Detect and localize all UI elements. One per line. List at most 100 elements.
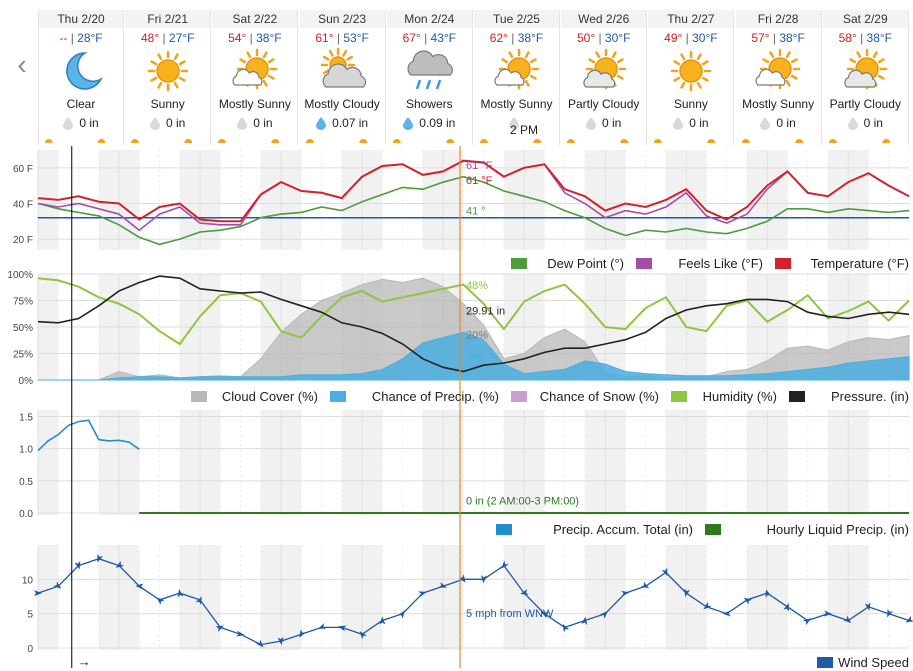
low-temp: 38°F: [866, 31, 893, 45]
day-forecast-3[interactable]: Sat 2/22 54° | 38°F Mostly Sunny 0 in: [212, 10, 299, 145]
precip-amount: 0 in: [125, 116, 210, 131]
low-temp: 30°F: [692, 31, 718, 45]
condition-label: Showers: [405, 97, 453, 111]
legend-swatch-temp: [775, 258, 791, 269]
condition-label: Mostly Sunny: [218, 97, 291, 111]
sunrise-sunset-icons: [392, 139, 455, 143]
daily-forecast-strip: Thu 2/20 -- | 28°F Clear 0 in Fri 2/21 48° | …: [38, 10, 910, 145]
day-forecast-8[interactable]: Thu 2/27 49° | 30°F Sunny 0 in: [648, 10, 735, 145]
condition-label: Clear: [66, 97, 96, 111]
day-name: Tue 2/25: [474, 10, 559, 28]
legend-label-wind: Wind Speed: [838, 655, 909, 670]
wind-direction-arrow: [299, 629, 306, 638]
series-humidity-line: [37, 277, 910, 346]
day-temps: 50° | 30°F: [576, 31, 631, 45]
now-arrow-icon: →: [78, 654, 91, 669]
cursor-precip-chance-label: 0%: [466, 353, 482, 365]
gray-drop-icon: [760, 117, 771, 131]
cursor-dew-point-label: 41 °: [466, 205, 486, 217]
cursor-wind-label: 5 mph from WNW: [466, 608, 554, 620]
y-tick-label: 75%: [13, 297, 33, 308]
precip-value: 0 in: [776, 116, 796, 130]
legend-swatch-temp: [636, 258, 652, 269]
high-temp: 49°: [664, 31, 683, 45]
mostly-cloudy-icon: [320, 47, 367, 88]
sunrise-sunset-icons: [44, 139, 106, 143]
sunrise-sunset-icons: [218, 139, 280, 143]
legend-swatch-clouds: [671, 391, 687, 402]
day-forecast-2[interactable]: Fri 2/21 48° | 27°F Sunny 0 in: [125, 10, 212, 145]
precip-amount: 0 in: [736, 116, 821, 131]
wind-direction-arrow: [379, 616, 386, 625]
night-band: [38, 545, 59, 650]
precip-value: 0 in: [689, 116, 709, 130]
wind-direction-arrow: [783, 603, 789, 612]
gray-drop-icon: [673, 117, 684, 131]
precip-amount: 0 in: [39, 116, 123, 131]
wind-direction-arrow: [156, 597, 165, 605]
y-tick-label: 100%: [7, 270, 33, 281]
scroll-left-button[interactable]: ‹: [10, 50, 34, 80]
y-tick-label: 40 F: [13, 199, 33, 210]
precip-amount: 0 in: [823, 116, 908, 131]
sunrise-sunset-icons: [654, 139, 716, 143]
wind-direction-arrow: [621, 590, 630, 597]
legend-label-clouds: Humidity (%): [703, 389, 777, 404]
sunrise-sunset-icons: [828, 139, 891, 143]
day-forecast-6[interactable]: Tue 2/25 62° | 38°F Mostly Sunny: [474, 10, 560, 145]
y-tick-label: 0%: [19, 376, 34, 387]
sunrise-sunset-icons: [567, 139, 629, 143]
wind-direction-arrow: [397, 610, 405, 619]
condition-label: Mostly Sunny: [742, 97, 815, 111]
y-tick-label: 20 F: [13, 235, 33, 246]
condition-label: Sunny: [673, 97, 708, 111]
low-temp: 38°F: [517, 31, 544, 45]
wind-direction-arrow: [864, 602, 871, 611]
showers-icon: [407, 50, 454, 90]
day-name: Sun 2/23: [299, 10, 385, 28]
wind-direction-arrow: [97, 553, 104, 563]
wind-direction-arrow: [458, 574, 466, 583]
precip-value: 0 in: [863, 116, 883, 130]
cursor-feels-like-label: 61 °F: [466, 160, 493, 172]
wind-direction-arrow: [765, 589, 772, 598]
wind-direction-arrow: [520, 589, 529, 596]
day-name: Mon 2/24: [386, 10, 472, 28]
blue-drop-icon: [316, 117, 327, 131]
legend-swatch-temp: [511, 258, 527, 269]
sunrise-sunset-icons: [131, 139, 193, 143]
day-forecast-9[interactable]: Fri 2/28 57° | 38°F Mostly Sunny 0 in: [735, 10, 822, 145]
legend-label-clouds: Cloud Cover (%): [222, 389, 318, 404]
partly-cloudy-icon: [583, 48, 626, 90]
wind-direction-arrow: [562, 623, 570, 633]
condition-label: Mostly Sunny: [480, 97, 553, 111]
day-name: Sat 2/22: [212, 10, 298, 28]
day-forecast-5[interactable]: Mon 2/24 67° | 43°F Showers 0.09 in: [386, 10, 473, 145]
day-name: Sat 2/29: [822, 10, 908, 28]
legend-swatch-wind: [817, 657, 833, 668]
mostly-sunny-icon: [232, 48, 278, 90]
wind-direction-arrow: [317, 623, 327, 629]
condition-label: Mostly Cloudy: [304, 97, 380, 111]
day-temps: -- | 28°F: [59, 31, 103, 45]
low-temp: 53°F: [343, 31, 369, 45]
gray-drop-icon: [586, 117, 596, 131]
day-forecast-7[interactable]: Wed 2/26 50° | 30°F Partly Cloudy 0 in: [561, 10, 648, 145]
y-tick-label: 1.0: [19, 445, 33, 456]
legend-swatch-clouds: [330, 391, 346, 402]
precip-value: 0.09 in: [419, 116, 456, 130]
wind-direction-arrow: [277, 636, 284, 646]
gray-drop-icon: [63, 117, 74, 131]
day-forecast-4[interactable]: Sun 2/23 61° | 53°F Mostly Cloudy 0.07 in: [299, 10, 386, 145]
precip-amount: 0.09 in: [387, 116, 472, 131]
cursor-cloud-cover-label: 20%: [466, 330, 488, 342]
day-forecast-1[interactable]: Thu 2/20 -- | 28°F Clear 0 in: [38, 10, 124, 145]
wind-direction-arrow: [115, 560, 125, 568]
condition-label: Partly Cloudy: [568, 97, 640, 111]
wind-direction-arrow: [802, 618, 812, 626]
wind-direction-arrow: [540, 611, 550, 619]
wind-direction-arrow: [215, 625, 224, 632]
day-forecast-10[interactable]: Sat 2/29 58° | 38°F Partly Cloudy 0 in: [822, 10, 909, 145]
wind-direction-arrow: [722, 610, 731, 617]
